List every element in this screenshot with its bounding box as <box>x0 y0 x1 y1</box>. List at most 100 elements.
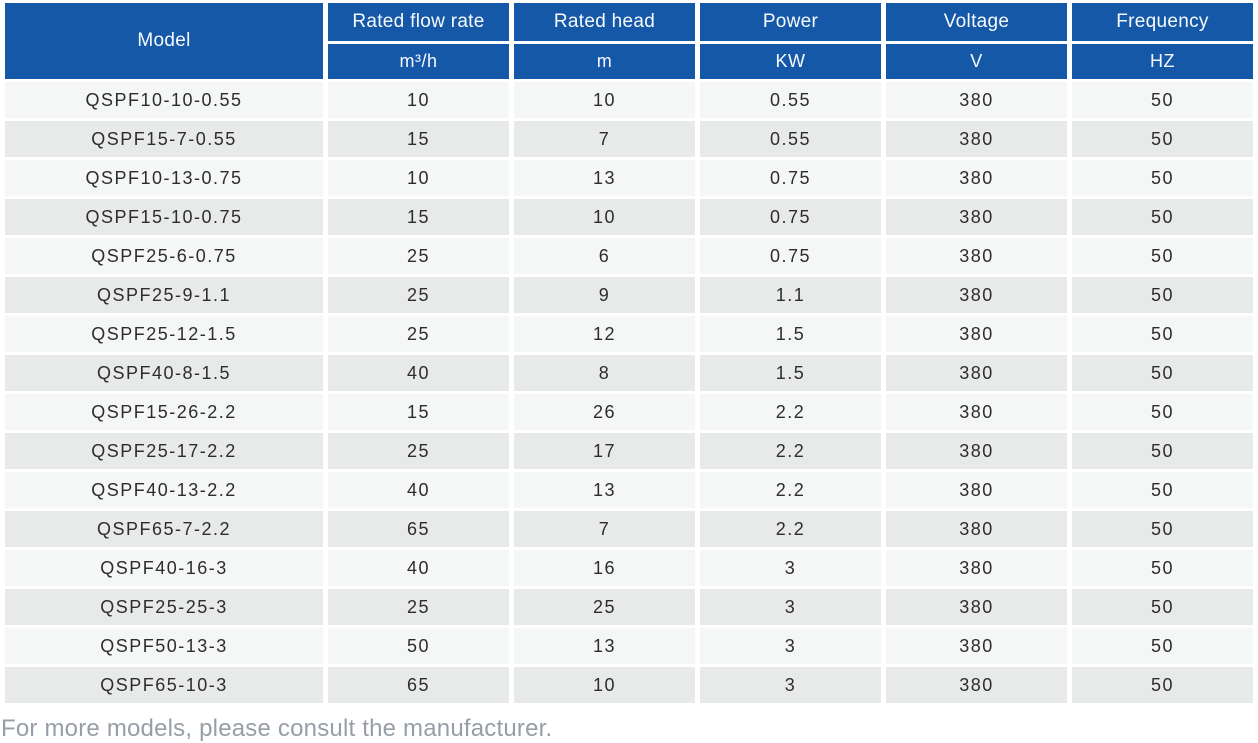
power-cell: 3 <box>700 667 881 703</box>
frequency-cell: 50 <box>1072 238 1253 274</box>
model-cell: QSPF25-6-0.75 <box>5 238 323 274</box>
frequency-cell: 50 <box>1072 667 1253 703</box>
model-cell: QSPF15-26-2.2 <box>5 394 323 430</box>
table-row: QSPF65-7-2.2 65 7 2.2 380 50 <box>5 511 1253 547</box>
head-cell: 8 <box>514 355 695 391</box>
model-cell: QSPF25-9-1.1 <box>5 277 323 313</box>
power-cell: 3 <box>700 550 881 586</box>
table-row: QSPF40-16-3 40 16 3 380 50 <box>5 550 1253 586</box>
model-cell: QSPF15-7-0.55 <box>5 121 323 157</box>
frequency-cell: 50 <box>1072 82 1253 118</box>
table-row: QSPF40-8-1.5 40 8 1.5 380 50 <box>5 355 1253 391</box>
power-cell: 0.75 <box>700 160 881 196</box>
model-cell: QSPF40-13-2.2 <box>5 472 323 508</box>
model-cell: QSPF40-16-3 <box>5 550 323 586</box>
head-cell: 16 <box>514 550 695 586</box>
voltage-cell: 380 <box>886 394 1067 430</box>
flow-cell: 40 <box>328 472 509 508</box>
unit-power: KW <box>700 44 881 79</box>
head-cell: 10 <box>514 199 695 235</box>
flow-cell: 50 <box>328 628 509 664</box>
voltage-cell: 380 <box>886 238 1067 274</box>
flow-cell: 25 <box>328 277 509 313</box>
voltage-cell: 380 <box>886 667 1067 703</box>
model-cell: QSPF15-10-0.75 <box>5 199 323 235</box>
head-cell: 7 <box>514 511 695 547</box>
model-cell: QSPF25-12-1.5 <box>5 316 323 352</box>
flow-cell: 40 <box>328 355 509 391</box>
flow-cell: 25 <box>328 316 509 352</box>
flow-cell: 25 <box>328 433 509 469</box>
head-cell: 13 <box>514 472 695 508</box>
power-cell: 2.2 <box>700 511 881 547</box>
column-header-rated-head: Rated head <box>514 3 695 41</box>
voltage-cell: 380 <box>886 82 1067 118</box>
voltage-cell: 380 <box>886 199 1067 235</box>
table-row: QSPF25-17-2.2 25 17 2.2 380 50 <box>5 433 1253 469</box>
column-header-voltage: Voltage <box>886 3 1067 41</box>
header-title-row: Model Rated flow rate Rated head Power V… <box>5 3 1253 79</box>
voltage-cell: 380 <box>886 316 1067 352</box>
voltage-cell: 380 <box>886 550 1067 586</box>
voltage-cell: 380 <box>886 121 1067 157</box>
frequency-cell: 50 <box>1072 121 1253 157</box>
flow-cell: 15 <box>328 394 509 430</box>
voltage-cell: 380 <box>886 433 1067 469</box>
voltage-cell: 380 <box>886 277 1067 313</box>
header-unit-row: m³/h m KW V HZ <box>5 44 1253 79</box>
power-cell: 3 <box>700 628 881 664</box>
flow-cell: 40 <box>328 550 509 586</box>
table-row: QSPF50-13-3 50 13 3 380 50 <box>5 628 1253 664</box>
model-cell: QSPF50-13-3 <box>5 628 323 664</box>
model-cell: QSPF10-10-0.55 <box>5 82 323 118</box>
flow-cell: 25 <box>328 589 509 625</box>
frequency-cell: 50 <box>1072 472 1253 508</box>
power-cell: 1.5 <box>700 355 881 391</box>
head-cell: 13 <box>514 160 695 196</box>
power-cell: 3 <box>700 589 881 625</box>
frequency-cell: 50 <box>1072 394 1253 430</box>
power-cell: 0.55 <box>700 121 881 157</box>
model-cell: QSPF65-10-3 <box>5 667 323 703</box>
flow-cell: 10 <box>328 160 509 196</box>
frequency-cell: 50 <box>1072 160 1253 196</box>
table-row: QSPF15-10-0.75 15 10 0.75 380 50 <box>5 199 1253 235</box>
head-cell: 12 <box>514 316 695 352</box>
voltage-cell: 380 <box>886 589 1067 625</box>
frequency-cell: 50 <box>1072 199 1253 235</box>
table-row: QSPF10-10-0.55 10 10 0.55 380 50 <box>5 82 1253 118</box>
flow-cell: 10 <box>328 82 509 118</box>
table-row: QSPF10-13-0.75 10 13 0.75 380 50 <box>5 160 1253 196</box>
table-row: QSPF40-13-2.2 40 13 2.2 380 50 <box>5 472 1253 508</box>
table-row: QSPF15-7-0.55 15 7 0.55 380 50 <box>5 121 1253 157</box>
power-cell: 0.75 <box>700 238 881 274</box>
voltage-cell: 380 <box>886 160 1067 196</box>
power-cell: 0.75 <box>700 199 881 235</box>
table-row: QSPF25-9-1.1 25 9 1.1 380 50 <box>5 277 1253 313</box>
column-header-power: Power <box>700 3 881 41</box>
power-cell: 2.2 <box>700 472 881 508</box>
footer-note: For more models, please consult the manu… <box>1 715 553 742</box>
unit-voltage: V <box>886 44 1067 79</box>
head-cell: 9 <box>514 277 695 313</box>
voltage-cell: 380 <box>886 472 1067 508</box>
frequency-cell: 50 <box>1072 511 1253 547</box>
column-header-frequency: Frequency <box>1072 3 1253 41</box>
flow-cell: 15 <box>328 121 509 157</box>
head-cell: 25 <box>514 589 695 625</box>
column-header-rated-flow-rate: Rated flow rate <box>328 3 509 41</box>
flow-cell: 15 <box>328 199 509 235</box>
frequency-cell: 50 <box>1072 550 1253 586</box>
frequency-cell: 50 <box>1072 277 1253 313</box>
head-cell: 10 <box>514 667 695 703</box>
power-cell: 0.55 <box>700 82 881 118</box>
model-cell: QSPF40-8-1.5 <box>5 355 323 391</box>
head-cell: 26 <box>514 394 695 430</box>
power-cell: 2.2 <box>700 433 881 469</box>
voltage-cell: 380 <box>886 628 1067 664</box>
unit-rated-head: m <box>514 44 695 79</box>
table-body: QSPF10-10-0.55 10 10 0.55 380 50 QSPF15-7-0.55… <box>5 82 1253 703</box>
model-cell: QSPF10-13-0.75 <box>5 160 323 196</box>
voltage-cell: 380 <box>886 511 1067 547</box>
head-cell: 17 <box>514 433 695 469</box>
